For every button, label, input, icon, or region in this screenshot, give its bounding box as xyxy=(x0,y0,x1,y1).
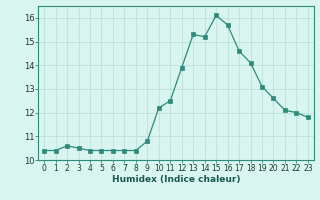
X-axis label: Humidex (Indice chaleur): Humidex (Indice chaleur) xyxy=(112,175,240,184)
